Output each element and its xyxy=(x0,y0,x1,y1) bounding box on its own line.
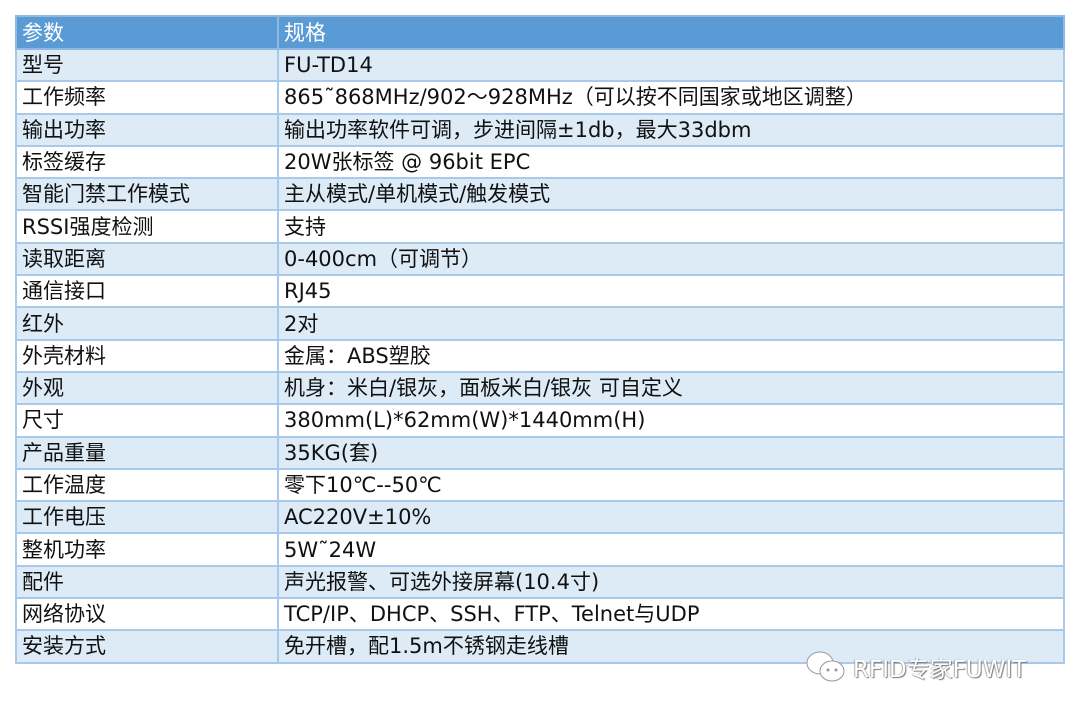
spec-table: 参数 规格 型号 FU-TD14 工作频率 865˜868MHz/902～928MHz… xyxy=(15,15,1065,664)
cell-spec: 输出功率软件可调，步进间隔±1db，最大33dbm xyxy=(277,112,1065,147)
table-row: 通信接口 RJ45 xyxy=(15,274,1065,309)
wechat-icon xyxy=(805,650,847,684)
cell-param: 整机功率 xyxy=(15,532,279,567)
cell-spec: TCP/IP、DHCP、SSH、FTP、Telnet与UDP xyxy=(277,597,1065,632)
cell-param: 红外 xyxy=(15,306,279,341)
table-row: 配件 声光报警、可选外接屏幕(10.4寸) xyxy=(15,564,1065,600)
cell-param: 通信接口 xyxy=(15,274,279,309)
cell-spec: 支持 xyxy=(277,209,1065,244)
cell-param: 配件 xyxy=(15,564,279,600)
cell-spec: 380mm(L)*62mm(W)*1440mm(H) xyxy=(277,403,1065,438)
cell-param: 读取距离 xyxy=(15,241,279,277)
table-row: RSSI强度检测 支持 xyxy=(15,209,1065,244)
watermark: RFID专家FUWIT xyxy=(805,650,1026,684)
table-row: 红外 2对 xyxy=(15,306,1065,341)
table-row: 产品重量 35KG(套) xyxy=(15,435,1065,470)
cell-param: 工作温度 xyxy=(15,467,279,503)
cell-spec: 声光报警、可选外接屏幕(10.4寸) xyxy=(277,564,1065,600)
cell-spec: RJ45 xyxy=(277,274,1065,309)
cell-spec: 主从模式/单机模式/触发模式 xyxy=(277,177,1065,212)
table-row: 整机功率 5W˜24W xyxy=(15,532,1065,567)
table-row: 外观 机身：米白/银灰，面板米白/银灰 可自定义 xyxy=(15,370,1065,406)
cell-param: 产品重量 xyxy=(15,435,279,470)
cell-spec: 机身：米白/银灰，面板米白/银灰 可自定义 xyxy=(277,370,1065,406)
table-row: 安装方式 免开槽，配1.5m不锈钢走线槽 xyxy=(15,629,1065,664)
cell-param: 标签缓存 xyxy=(15,144,279,180)
cell-spec: 5W˜24W xyxy=(277,532,1065,567)
table-header: 参数 规格 xyxy=(15,15,1065,50)
cell-spec: 35KG(套) xyxy=(277,435,1065,470)
header-param: 参数 xyxy=(15,15,279,50)
cell-param: 型号 xyxy=(15,47,279,83)
cell-spec: 零下10℃--50℃ xyxy=(277,467,1065,503)
cell-spec: FU-TD14 xyxy=(277,47,1065,83)
cell-param: 外壳材料 xyxy=(15,338,279,373)
cell-param: 输出功率 xyxy=(15,112,279,147)
table-row: 输出功率 输出功率软件可调，步进间隔±1db，最大33dbm xyxy=(15,112,1065,147)
cell-spec: 0-400cm（可调节） xyxy=(277,241,1065,277)
cell-spec: 免开槽，配1.5m不锈钢走线槽 xyxy=(277,629,1065,664)
header-spec: 规格 xyxy=(277,15,1065,50)
cell-param: 安装方式 xyxy=(15,629,279,664)
table-row: 工作温度 零下10℃--50℃ xyxy=(15,467,1065,503)
table-row: 工作电压 AC220V±10% xyxy=(15,500,1065,535)
cell-spec: 2对 xyxy=(277,306,1065,341)
cell-param: RSSI强度检测 xyxy=(15,209,279,244)
table-row: 尺寸 380mm(L)*62mm(W)*1440mm(H) xyxy=(15,403,1065,438)
table-row: 智能门禁工作模式 主从模式/单机模式/触发模式 xyxy=(15,177,1065,212)
cell-param: 网络协议 xyxy=(15,597,279,632)
table-row: 读取距离 0-400cm（可调节） xyxy=(15,241,1065,277)
table-row: 标签缓存 20W张标签 @ 96bit EPC xyxy=(15,144,1065,180)
cell-spec: AC220V±10% xyxy=(277,500,1065,535)
cell-param: 外观 xyxy=(15,370,279,406)
cell-param: 工作频率 xyxy=(15,80,279,115)
table-row: 型号 FU-TD14 xyxy=(15,47,1065,83)
cell-spec: 865˜868MHz/902～928MHz（可以按不同国家或地区调整） xyxy=(277,80,1065,115)
table-row: 工作频率 865˜868MHz/902～928MHz（可以按不同国家或地区调整） xyxy=(15,80,1065,115)
table-row: 网络协议 TCP/IP、DHCP、SSH、FTP、Telnet与UDP xyxy=(15,597,1065,632)
cell-param: 尺寸 xyxy=(15,403,279,438)
cell-spec: 金属：ABS塑胶 xyxy=(277,338,1065,373)
table-row: 外壳材料 金属：ABS塑胶 xyxy=(15,338,1065,373)
cell-param: 工作电压 xyxy=(15,500,279,535)
watermark-text: RFID专家FUWIT xyxy=(853,657,1027,683)
cell-spec: 20W张标签 @ 96bit EPC xyxy=(277,144,1065,180)
cell-param: 智能门禁工作模式 xyxy=(15,177,279,212)
